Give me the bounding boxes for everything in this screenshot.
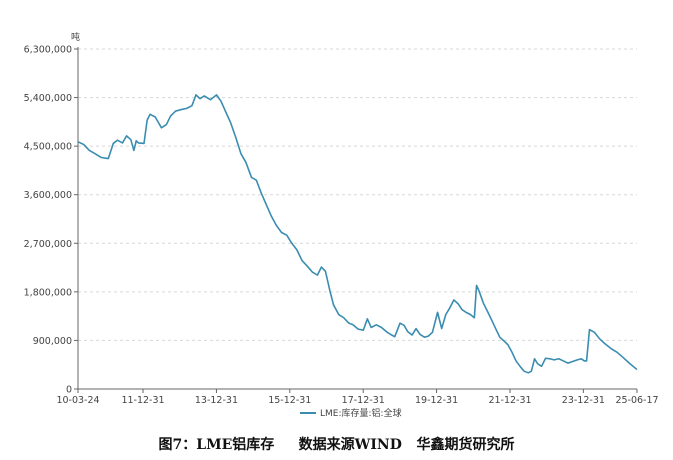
legend-label: LME:库存量:铝:全球 xyxy=(320,407,402,419)
y-axis-unit-label: 吨 xyxy=(71,31,80,43)
y-tick-label: 3,600,000 xyxy=(24,190,72,201)
figure-caption: 图7：LME铝库存 数据来源WIND 华鑫期货研究所 xyxy=(158,437,515,453)
x-tick-label: 17-12-31 xyxy=(342,395,385,406)
x-tick-label: 21-12-31 xyxy=(488,395,531,406)
grid-lines xyxy=(78,48,637,341)
x-tick-label: 15-12-31 xyxy=(268,395,311,406)
y-tick-label: 4,500,000 xyxy=(24,142,72,153)
y-tick-label: 5,400,000 xyxy=(24,93,72,104)
y-axis-ticks: 0 900,000 1,800,000 2,700,000 3,600,000 4,500… xyxy=(24,45,78,396)
x-tick-label: 10-03-24 xyxy=(56,395,99,406)
y-tick-label: 900,000 xyxy=(33,336,72,347)
x-tick-label: 13-12-31 xyxy=(195,395,238,406)
series-line xyxy=(77,94,638,374)
x-tick-label: 11-12-31 xyxy=(121,395,164,406)
x-tick-label: 19-12-31 xyxy=(415,395,458,406)
y-tick-label: 0 xyxy=(66,385,72,396)
y-tick-label: 2,700,000 xyxy=(24,239,72,250)
series-layer xyxy=(77,94,638,374)
y-tick-label: 6,300,000 xyxy=(24,45,72,56)
legend[interactable]: LME:库存量:铝:全球 xyxy=(300,407,402,419)
axes xyxy=(77,47,637,390)
x-tick-label: 23-12-31 xyxy=(562,395,605,406)
line-chart: 吨 0 900,000 1,800,000 2,700,000 3,600,000 4,5… xyxy=(24,31,659,419)
y-tick-label: 1,800,000 xyxy=(24,287,72,298)
x-axis-ticks: 10-03-24 11-12-31 13-12-31 15-12-31 17-12-31… xyxy=(56,389,659,406)
x-tick-label: 25-06-17 xyxy=(615,395,658,406)
